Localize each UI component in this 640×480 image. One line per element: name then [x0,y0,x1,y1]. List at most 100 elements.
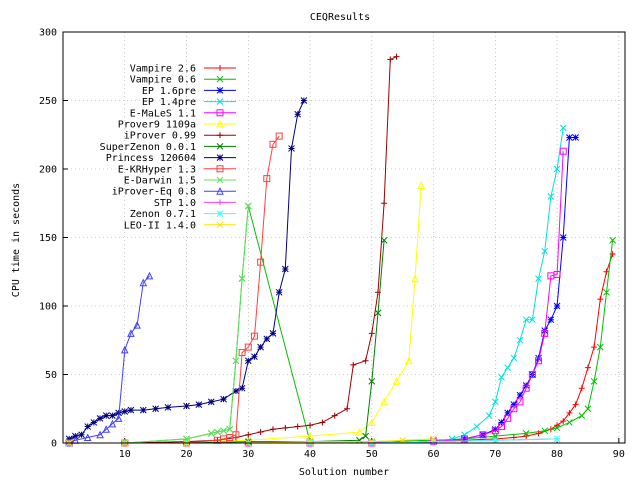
x-tick-label: 80 [551,449,563,460]
data-point [504,409,512,417]
data-point [216,187,224,195]
data-point [578,385,585,392]
data-point [479,431,487,439]
data-point [244,357,252,365]
data-point [541,247,549,255]
data-point [244,343,252,351]
data-point [216,221,224,229]
data-point [362,357,369,364]
data-point [307,422,314,429]
data-point [121,408,129,415]
data-point [387,56,394,63]
y-tick-label: 250 [39,96,57,107]
data-point [216,143,224,150]
data-point [430,438,437,445]
data-point [528,371,536,378]
legend-label: E-MaLeS 1.1 [130,108,196,119]
data-point [566,419,573,426]
data-point [504,414,512,422]
data-point [127,406,135,414]
data-point [281,265,289,273]
legend-label: EP 1.4pre [142,97,196,108]
data-point [216,109,224,117]
data-point [216,75,224,83]
data-point [133,321,141,329]
data-point [510,354,518,362]
data-point [380,236,388,244]
y-axis-label: CPU time in seconds [11,183,22,297]
legend-label: Princess 120604 [106,153,196,164]
data-point [516,336,524,344]
data-point [497,423,505,431]
data-point [553,165,561,173]
data-point [491,425,499,433]
data-point [566,134,573,141]
data-point [553,424,561,432]
data-point [244,202,252,210]
y-tick-label: 0 [51,439,57,450]
data-point [214,428,221,436]
data-point [217,132,223,139]
legend-label: Zenon 0.7.1 [130,209,196,220]
y-tick-label: 300 [39,28,57,39]
data-point [220,427,227,435]
data-point [356,436,363,444]
data-point [282,424,289,431]
data-point [216,154,224,161]
data-point [90,419,98,426]
data-point [207,430,215,437]
legend-label: Vampire 0.6 [130,75,196,86]
data-point [78,431,85,439]
data-point [566,409,573,416]
plot-frame [62,31,626,444]
data-point [226,425,234,433]
data-point [263,175,271,183]
data-point [216,98,224,105]
x-tick-label: 90 [613,449,625,460]
series-8 [65,97,308,443]
data-point [300,97,308,104]
series-line [69,205,249,444]
data-point [498,373,505,381]
data-point [245,431,252,438]
data-point [392,377,401,385]
x-tick-label: 50 [366,449,378,460]
data-point [108,419,117,428]
data-point [269,330,277,337]
data-point [220,395,227,403]
y-tick-label: 50 [45,370,57,381]
y-tick-label: 200 [39,165,57,176]
data-point [216,176,224,184]
data-point [195,401,203,408]
data-point [331,412,338,419]
data-point [597,296,604,303]
data-point [216,165,224,173]
data-point [344,405,351,412]
data-point [560,418,567,425]
data-point [523,433,530,440]
data-point [529,316,536,324]
data-point [120,345,129,354]
data-point [269,140,277,148]
data-point [535,275,542,282]
data-point [362,432,369,440]
data-point [288,145,295,152]
data-point [294,110,302,118]
data-point [541,427,549,435]
data-point [251,353,258,361]
data-point [522,384,530,392]
data-point [591,344,598,351]
data-point [102,425,111,433]
data-point [460,435,468,443]
data-point [535,357,543,365]
data-point [405,356,413,365]
legend-label: Vampire 2.6 [130,64,196,75]
x-tick-label: 20 [180,449,192,460]
data-point [114,414,123,422]
data-point [510,401,518,408]
data-point [374,309,382,317]
data-point [417,181,426,189]
data-point [232,387,240,395]
